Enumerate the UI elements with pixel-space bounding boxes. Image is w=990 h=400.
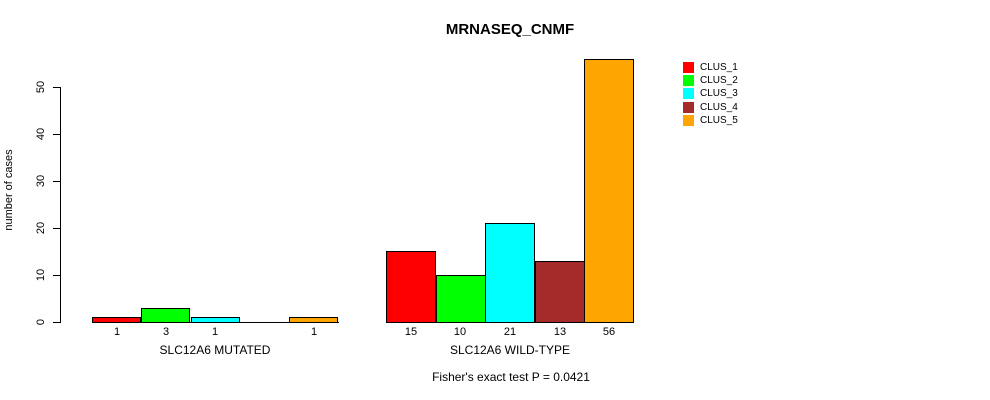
bar-value-label: 15 xyxy=(404,326,418,338)
group-label-mutated: SLC12A6 MUTATED xyxy=(159,343,271,357)
bar-clus_1-wild-type xyxy=(386,251,436,323)
bar-clus_3-mutated xyxy=(191,317,240,323)
bar-clus_2-wild-type xyxy=(436,275,486,323)
bar-value-label: 1 xyxy=(211,326,219,338)
legend-label-clus_2: CLUS_2 xyxy=(700,75,738,86)
legend-swatch-clus_1 xyxy=(683,62,694,73)
bar-value-label: 1 xyxy=(113,326,121,338)
legend-label-clus_4: CLUS_4 xyxy=(700,102,738,113)
bar-value-label: 56 xyxy=(602,326,616,338)
bar-clus_1-mutated xyxy=(92,317,141,323)
y-tick-label: 10 xyxy=(35,268,47,282)
y-tick-label: 20 xyxy=(35,221,47,235)
y-tick-mark xyxy=(53,228,60,229)
legend-swatch-clus_5 xyxy=(683,115,694,126)
y-axis-line xyxy=(60,87,61,323)
y-tick-mark xyxy=(53,134,60,135)
y-tick-label: 40 xyxy=(35,127,47,141)
y-tick-mark xyxy=(53,87,60,88)
bar-value-label: 1 xyxy=(310,326,318,338)
y-tick-mark xyxy=(53,275,60,276)
annotation-text: Fisher's exact test P = 0.0421 xyxy=(432,370,590,384)
bar-value-label: 3 xyxy=(162,326,170,338)
bar-clus_5-mutated xyxy=(289,317,338,323)
legend-label-clus_1: CLUS_1 xyxy=(700,62,738,73)
legend-swatch-clus_4 xyxy=(683,102,694,113)
group-label-wild-type: SLC12A6 WILD-TYPE xyxy=(449,343,571,357)
legend-label-clus_3: CLUS_3 xyxy=(700,88,738,99)
legend-label-clus_5: CLUS_5 xyxy=(700,115,738,126)
y-tick-label: 0 xyxy=(35,318,47,326)
bar-value-label: 21 xyxy=(503,326,517,338)
y-tick-mark xyxy=(53,181,60,182)
legend-swatch-clus_2 xyxy=(683,75,694,86)
legend-swatch-clus_3 xyxy=(683,88,694,99)
bar-value-label: 13 xyxy=(553,326,567,338)
y-axis-label: number of cases xyxy=(3,149,15,231)
chart-title: MRNASEQ_CNMF xyxy=(445,21,575,38)
bar-clus_3-wild-type xyxy=(485,223,535,323)
y-tick-mark xyxy=(53,322,60,323)
bar-clus_5-wild-type xyxy=(584,59,634,323)
bar-clus_4-wild-type xyxy=(535,261,585,323)
bar-value-label: 10 xyxy=(453,326,467,338)
y-tick-label: 50 xyxy=(35,80,47,94)
bar-clus_2-mutated xyxy=(141,308,190,323)
y-tick-label: 30 xyxy=(35,174,47,188)
